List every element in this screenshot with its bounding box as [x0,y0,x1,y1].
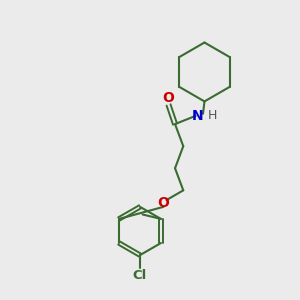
Text: H: H [208,109,217,122]
Text: Cl: Cl [133,268,147,282]
Text: O: O [162,91,174,105]
Text: O: O [158,196,169,210]
Text: N: N [192,109,203,123]
